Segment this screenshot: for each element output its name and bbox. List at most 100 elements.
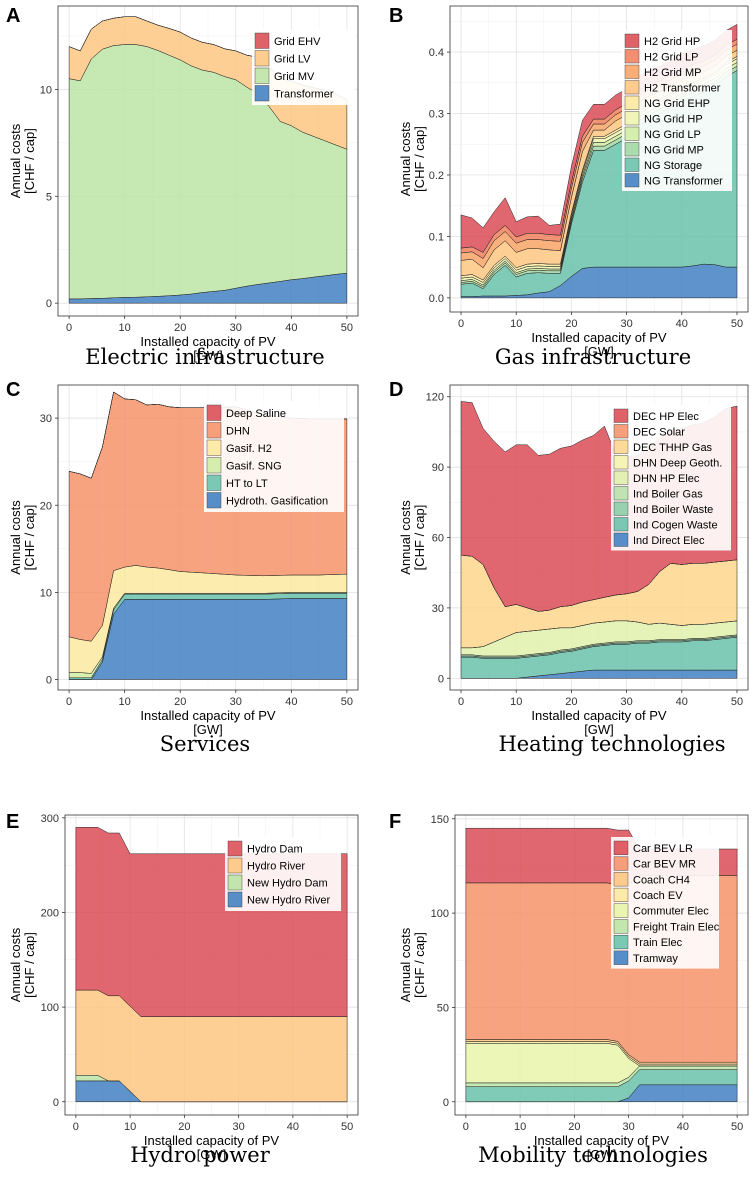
legend-label: New Hydro Dam — [247, 878, 328, 890]
panel-letter: F — [389, 811, 401, 833]
y-axis-title: Annual costs — [8, 123, 23, 198]
x-tick-label: 40 — [677, 1121, 689, 1133]
legend-label: DHN HP Elec — [633, 473, 700, 485]
y-tick-label: 0.2 — [429, 170, 444, 182]
legend-swatch — [613, 501, 629, 516]
panel-e: 0 10 20 30 40 50 0 100 200 300 Installed capacity … — [6, 811, 359, 1167]
legend-swatch — [613, 532, 629, 547]
panel-border — [454, 814, 749, 1116]
y-tick-label: 0 — [46, 675, 52, 687]
legend-label: NG Grid MP — [644, 144, 704, 156]
y-tick-label: 0 — [443, 1097, 449, 1109]
legend-swatch — [613, 935, 629, 950]
panel-border — [57, 5, 359, 317]
x-axis-title: [GW] — [193, 348, 223, 363]
legend-label: Car BEV MR — [633, 859, 696, 871]
legend-swatch — [624, 173, 640, 188]
panel-caption: Heating technologies — [498, 732, 725, 756]
legend-swatch — [613, 439, 629, 454]
x-tick-label: 20 — [568, 1121, 580, 1133]
x-tick-label: 30 — [620, 318, 632, 330]
x-tick-label: 50 — [341, 696, 353, 708]
legend-label: NG Transformer — [644, 175, 723, 187]
legend-swatch — [613, 856, 629, 871]
y-tick-label: 10 — [40, 587, 52, 599]
x-axis-title: [GW] — [584, 344, 614, 359]
panel-caption: Gas infrastructure — [495, 345, 691, 369]
y-tick-label: 150 — [431, 814, 449, 826]
legend-label: Hydroth. Gasification — [226, 495, 328, 507]
legend-swatch — [206, 457, 222, 474]
legend-label: Deep Saline — [226, 408, 286, 420]
legend-background — [611, 837, 719, 969]
legend-swatch — [624, 33, 640, 48]
legend-background — [204, 401, 344, 512]
panel-caption: Services — [160, 732, 250, 756]
legend-swatch — [254, 85, 270, 102]
panel-letter: D — [389, 379, 403, 401]
legend-label: Freight Train Elec — [633, 921, 720, 933]
y-tick-label: 0 — [46, 298, 52, 310]
panel-caption: Hydro power — [130, 1143, 270, 1167]
x-axis-title: [GW] — [587, 1147, 617, 1162]
legend-label: HT to LT — [226, 478, 268, 490]
x-tick-label: 50 — [341, 322, 353, 334]
legend-label: DEC HP Elec — [633, 411, 699, 423]
panel-letter: C — [6, 379, 20, 401]
x-tick-label: 10 — [514, 1121, 526, 1133]
legend-swatch — [254, 67, 270, 84]
legend-swatch — [227, 891, 243, 908]
x-axis-title: Installed capacity of PV — [534, 1133, 669, 1148]
legend: Grid EHV Grid LV Grid MV Transformer — [252, 29, 355, 105]
legend-swatch — [613, 872, 629, 887]
x-tick-label: 50 — [731, 1121, 743, 1133]
y-tick-label: 50 — [437, 1002, 449, 1014]
x-tick-label: 10 — [510, 696, 522, 708]
panel-d: 0 10 20 30 40 50 0 30 60 90 120 Installed capacity … — [389, 379, 749, 756]
legend-swatch — [613, 470, 629, 485]
y-axis-title: Annual costs — [398, 121, 413, 196]
panel-border — [57, 384, 359, 691]
x-tick-label: 30 — [620, 696, 632, 708]
legend-swatch — [206, 404, 222, 421]
y-tick-label: 30 — [432, 603, 444, 615]
legend-swatch — [624, 111, 640, 126]
x-tick-label: 0 — [73, 1121, 79, 1133]
x-tick-label: 20 — [565, 696, 577, 708]
legend-label: Grid LV — [274, 53, 311, 65]
legend-swatch — [613, 486, 629, 501]
x-tick-label: 20 — [174, 696, 186, 708]
legend: Car BEV LR Car BEV MR Coach CH4 Coach EV Com… — [611, 837, 720, 969]
area-deep-saline — [68, 391, 348, 479]
legend-label: H2 Grid MP — [644, 67, 701, 79]
legend-label: NG Grid EHP — [644, 98, 710, 110]
x-tick-label: 40 — [285, 322, 297, 334]
x-axis-title: Installed capacity of PV — [531, 330, 666, 345]
x-tick-label: 0 — [66, 696, 72, 708]
legend-swatch — [227, 874, 243, 891]
x-tick-label: 30 — [233, 1121, 245, 1133]
panel-letter: B — [389, 5, 403, 27]
legend-label: Gasif. H2 — [226, 443, 272, 455]
x-axis-title: Installed capacity of PV — [140, 708, 275, 723]
x-tick-label: 10 — [119, 322, 131, 334]
legend: H2 Grid HP H2 Grid LP H2 Grid MP H2 Transfo… — [622, 30, 732, 191]
panel-caption: Mobility technologies — [478, 1143, 708, 1167]
y-axis-title: Annual costs — [398, 500, 413, 575]
y-tick-label: 0.3 — [429, 109, 444, 121]
y-tick-label: 0.1 — [429, 231, 444, 243]
y-tick-label: 5 — [46, 191, 52, 203]
legend-background — [225, 837, 341, 911]
x-tick-label: 40 — [676, 696, 688, 708]
y-axis-title: [CHF / cap] — [22, 505, 37, 571]
y-axis-title: [CHF / cap] — [412, 932, 427, 998]
legend-label: H2 Transformer — [644, 82, 721, 94]
x-tick-label: 20 — [565, 318, 577, 330]
panel-f: 0 10 20 30 40 50 0 50 100 150 Installed capacity o… — [389, 811, 749, 1167]
x-tick-label: 50 — [731, 318, 743, 330]
legend-label: Commuter Elec — [633, 906, 709, 918]
y-tick-label: 90 — [432, 462, 444, 474]
y-axis-title: Annual costs — [8, 927, 23, 1002]
legend-label: Hydro River — [247, 861, 305, 873]
